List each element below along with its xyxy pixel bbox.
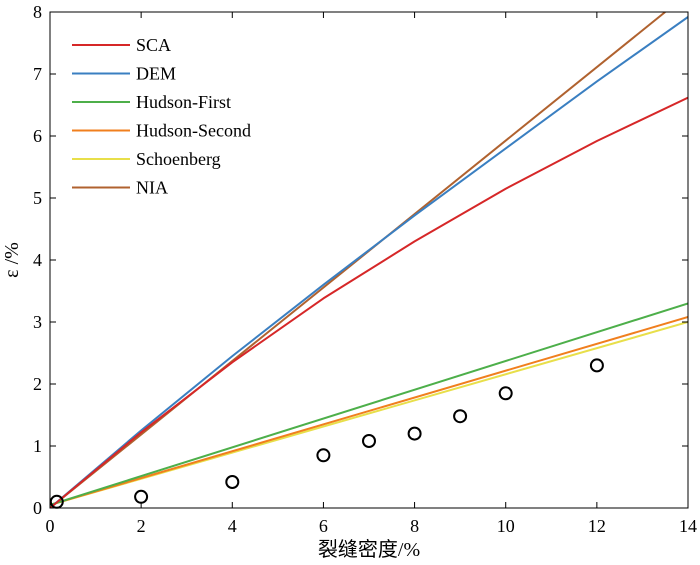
y-tick-label: 0 bbox=[33, 498, 42, 518]
x-axis-title: 裂缝密度/% bbox=[318, 538, 420, 561]
legend: SCA DEM Hudson-First Hudson-Second Schoenber… bbox=[72, 35, 251, 198]
legend-label-sca: SCA bbox=[136, 35, 171, 55]
series-line-sca bbox=[50, 96, 688, 508]
y-tick-label: 2 bbox=[33, 374, 42, 394]
x-tick-label: 14 bbox=[679, 516, 697, 536]
data-point bbox=[362, 434, 376, 448]
y-tick-label: 5 bbox=[33, 188, 42, 208]
x-tick-label: 8 bbox=[410, 516, 419, 536]
series-layer bbox=[50, 12, 688, 508]
legend-label-hudson-first: Hudson-First bbox=[136, 92, 231, 112]
y-tick-label: 6 bbox=[33, 126, 42, 146]
x-tick-label: 6 bbox=[319, 516, 328, 536]
y-tick-label: 4 bbox=[33, 250, 42, 270]
legend-label-schoenberg: Schoenberg bbox=[136, 149, 221, 169]
plot-frame bbox=[49, 11, 689, 509]
y-tick-label: 8 bbox=[33, 2, 42, 22]
x-tick-label: 2 bbox=[137, 516, 146, 536]
y-tick-label: 1 bbox=[33, 436, 42, 456]
x-tick-label: 0 bbox=[46, 516, 55, 536]
data-point bbox=[589, 358, 604, 373]
x-tick-label: 12 bbox=[588, 516, 606, 536]
data-point bbox=[316, 448, 331, 463]
data-point bbox=[453, 409, 468, 424]
series-line-dem bbox=[50, 16, 688, 508]
x-tick-label: 10 bbox=[497, 516, 515, 536]
marker-layer bbox=[49, 358, 604, 509]
data-point bbox=[225, 475, 240, 489]
legend-label-nia: NIA bbox=[136, 178, 168, 198]
y-tick-label: 7 bbox=[33, 64, 42, 84]
series-line-hudson-first bbox=[50, 302, 688, 506]
data-point bbox=[407, 426, 422, 441]
x-tick-label: 4 bbox=[228, 516, 237, 536]
y-tick-label: 3 bbox=[33, 312, 42, 332]
series-line-hudson-second bbox=[50, 316, 688, 506]
data-point bbox=[134, 489, 149, 504]
y-axis-title: ε /% bbox=[1, 242, 23, 278]
legend-label-dem: DEM bbox=[136, 64, 176, 84]
data-point bbox=[498, 386, 513, 401]
legend-label-hudson-second: Hudson-Second bbox=[136, 121, 251, 141]
